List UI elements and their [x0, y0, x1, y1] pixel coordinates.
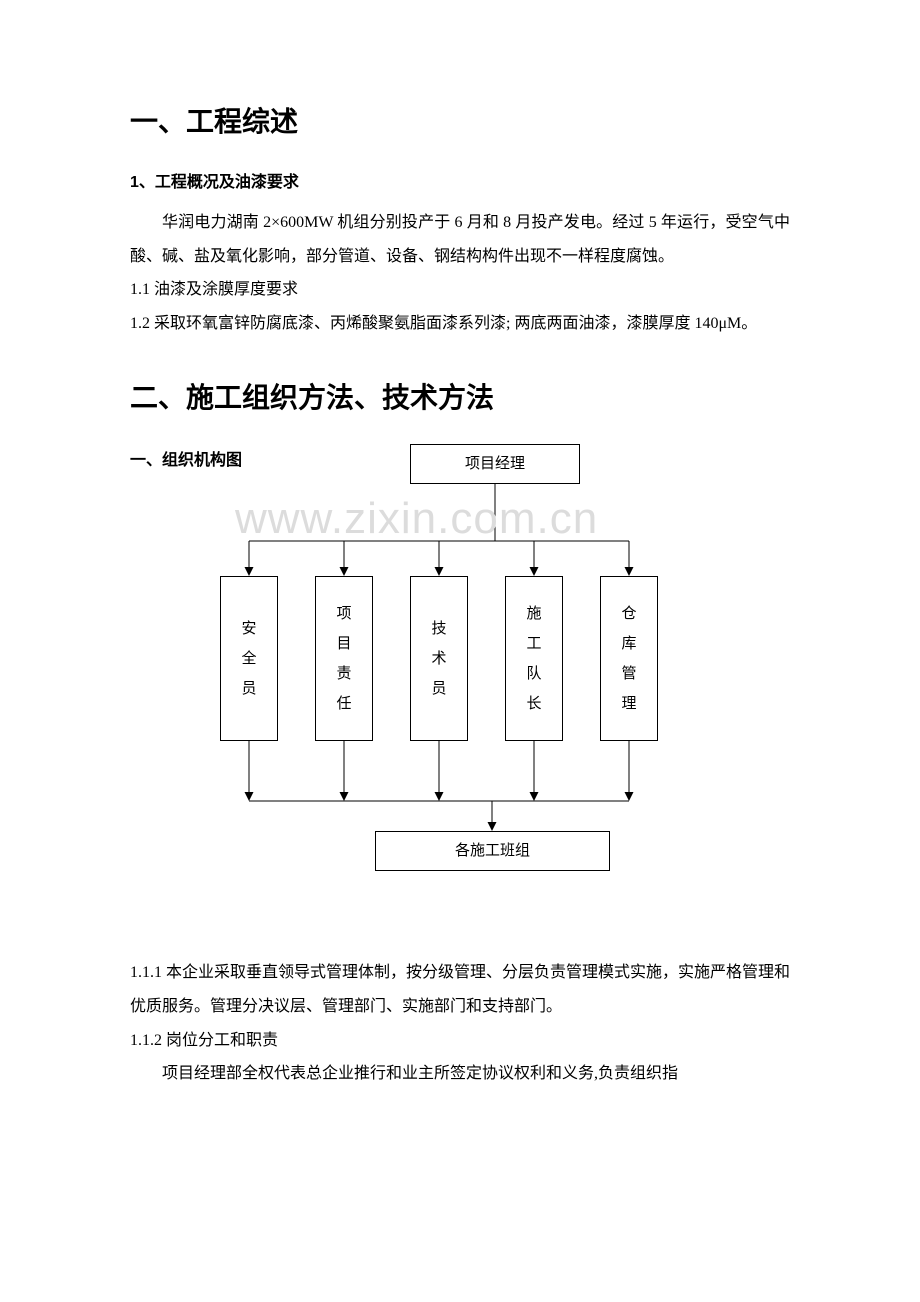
flowchart-mid-box-2: 技术员 [410, 576, 468, 741]
section3-p3: 项目经理部全权代表总企业推行和业主所签定协议权利和义务,负责组织指 [130, 1057, 790, 1091]
section1-subheading: 1、工程概况及油漆要求 [130, 168, 790, 192]
document-page: 一、工程综述 1、工程概况及油漆要求 华润电力湖南 2×600MW 机组分别投产… [0, 0, 920, 1151]
flowchart-mid-box-1: 项目责任 [315, 576, 373, 741]
flowchart-bottom-box: 各施工班组 [375, 831, 610, 871]
section1-heading: 一、工程综述 [130, 100, 790, 140]
section3-p1: 1.1.1 本企业采取垂直领导式管理体制，按分级管理、分层负责管理模式实施，实施… [130, 956, 790, 1023]
flowchart-mid-box-0: 安全员 [220, 576, 278, 741]
flowchart-top-box: 项目经理 [410, 444, 580, 484]
org-flowchart: 一、组织机构图 www.zixin.com.cn 项目经理安全员项目责任技术员施… [130, 436, 790, 916]
section1-p2: 1.1 油漆及涂膜厚度要求 [130, 273, 790, 307]
section1-p1: 华润电力湖南 2×600MW 机组分别投产于 6 月和 8 月投产发电。经过 5… [130, 206, 790, 273]
flowchart-mid-box-3: 施工队长 [505, 576, 563, 741]
section1-p3: 1.2 采取环氧富锌防腐底漆、丙烯酸聚氨脂面漆系列漆; 两底两面油漆，漆膜厚度 … [130, 307, 790, 341]
section3-p2: 1.1.2 岗位分工和职责 [130, 1024, 790, 1058]
section2-heading: 二、施工组织方法、技术方法 [130, 376, 790, 416]
spacer [130, 916, 790, 956]
flowchart-mid-box-4: 仓库管理 [600, 576, 658, 741]
